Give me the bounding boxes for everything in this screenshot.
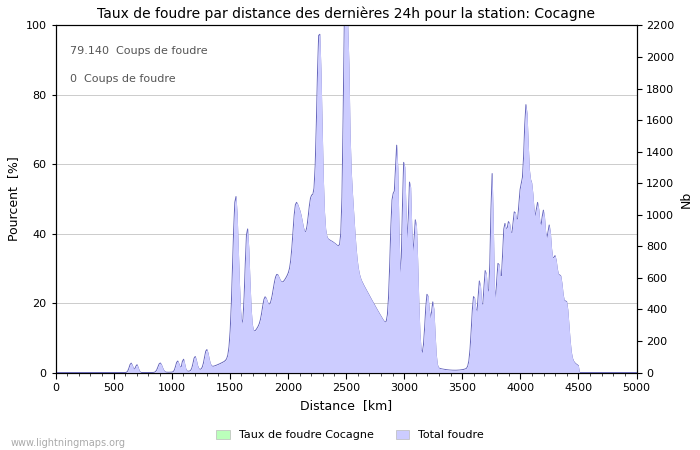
Text: 79.140  Coups de foudre: 79.140 Coups de foudre [70, 46, 208, 56]
Text: 0  Coups de foudre: 0 Coups de foudre [70, 74, 176, 84]
Y-axis label: Nb: Nb [680, 190, 693, 207]
X-axis label: Distance  [km]: Distance [km] [300, 399, 392, 412]
Title: Taux de foudre par distance des dernières 24h pour la station: Cocagne: Taux de foudre par distance des dernière… [97, 7, 595, 22]
Y-axis label: Pourcent  [%]: Pourcent [%] [7, 157, 20, 241]
Text: www.lightningmaps.org: www.lightningmaps.org [10, 438, 125, 448]
Legend: Taux de foudre Cocagne, Total foudre: Taux de foudre Cocagne, Total foudre [212, 425, 488, 445]
